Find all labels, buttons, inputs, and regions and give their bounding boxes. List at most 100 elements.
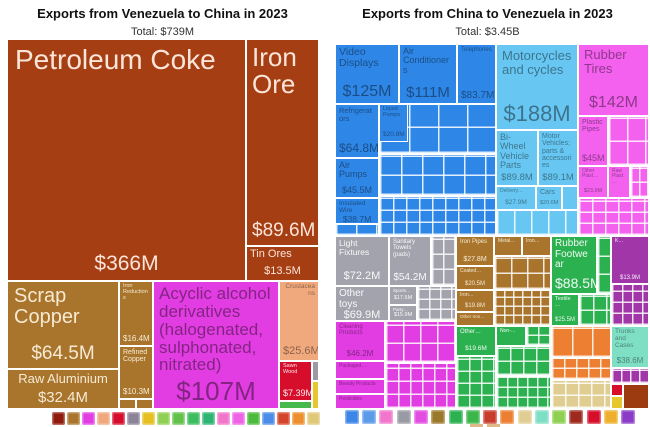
category-icon[interactable]	[569, 410, 583, 424]
cell-knitwear[interactable]: K… $13.9M	[612, 237, 648, 283]
cell-motor-vehicle-parts[interactable]: Motor Vehicles; parts & accessories $89.…	[539, 131, 577, 185]
category-icon[interactable]	[142, 412, 155, 425]
cell-light-fixtures[interactable]: Light Fixtures $72.2M	[336, 237, 388, 285]
category-icon[interactable]	[397, 410, 411, 424]
category-icon[interactable]	[112, 412, 125, 425]
cell-other-toys[interactable]: Other toys $69.9M	[336, 287, 388, 320]
category-icon[interactable]	[500, 410, 514, 424]
cell-video-displays[interactable]: Video Displays $125M	[336, 45, 398, 103]
treemap-filler-cell	[563, 187, 577, 209]
treemap-filler-cells	[497, 211, 577, 235]
cell-iron-reductions[interactable]: Iron Reductions $16.4M	[120, 282, 152, 345]
treemap-filler-cells	[612, 369, 648, 383]
category-icon[interactable]	[604, 410, 618, 424]
cell-air-conditioners[interactable]: Air Conditioners $111M	[400, 45, 456, 103]
cell-non-paper[interactable]: Non-…	[497, 327, 525, 345]
cell-textile-footwear[interactable]: Textile… $25.5M	[552, 295, 578, 325]
cell-cars[interactable]: Cars $20.6M	[537, 187, 561, 209]
cell-bi-wheel-vehicle-parts[interactable]: Bi-Wheel Vehicle Parts $89.8M	[497, 131, 537, 185]
cell-acyclic-alcohol-derivatives[interactable]: Acyclic alcohol derivatives (halogenated…	[154, 282, 278, 408]
category-icon[interactable]	[466, 410, 480, 424]
cell-delivery-trucks[interactable]: Delivery… $27.9M	[497, 187, 535, 209]
cell-refrigerators[interactable]: Refrigerators $64.8M	[336, 105, 378, 157]
treemap-filler-cell	[313, 362, 318, 380]
left-chart-total: Total: $739M	[131, 26, 194, 38]
category-icon[interactable]	[552, 410, 566, 424]
cell-cleaning-products[interactable]: Cleaning Products $46.2M	[336, 322, 384, 360]
treemap-filler-cell	[624, 385, 648, 408]
treemap-filler-cells	[386, 364, 455, 408]
cell-pesticides[interactable]: Pesticides	[336, 395, 384, 408]
category-icon[interactable]	[292, 412, 305, 425]
cell-sports[interactable]: Sports… $17.5M	[390, 287, 416, 304]
cell-plastic-pipes[interactable]: Plastic Pipes $45M	[579, 117, 607, 165]
category-icon[interactable]	[414, 410, 428, 424]
cell-rubber-footwear[interactable]: Rubber Footwear $88.5M	[552, 237, 596, 293]
category-icon[interactable]	[127, 412, 140, 425]
cell-trunks-and-cases[interactable]: Trunks and Cases $38.6M	[612, 327, 648, 367]
cell-motorcycles-and-cycles[interactable]: Motorcycles and cycles $188M	[497, 45, 577, 129]
cell-coated[interactable]: Coated… $20.5M	[457, 267, 493, 289]
category-icon[interactable]	[483, 410, 497, 424]
treemap-filler-cells	[418, 287, 455, 320]
category-icon[interactable]	[187, 412, 200, 425]
category-icon[interactable]	[97, 412, 110, 425]
cell-rubber-tires[interactable]: Rubber Tires $142M	[579, 45, 648, 115]
cell-petroleum-coke[interactable]: Petroleum Coke $366M	[8, 40, 245, 280]
cell-iron-small[interactable]: Iron… $19.8M	[457, 291, 493, 311]
category-icon[interactable]	[535, 410, 549, 424]
category-icon[interactable]	[307, 412, 320, 425]
category-icon[interactable]	[262, 412, 275, 425]
category-icon[interactable]	[277, 412, 290, 425]
cell-raw-plastic[interactable]: Raw Plast…	[609, 167, 629, 197]
category-icon[interactable]	[587, 410, 601, 424]
cell-party[interactable]: Party… $15.9M	[390, 306, 416, 320]
cell-other-paper[interactable]: Other… $19.6M	[457, 327, 495, 355]
category-icon[interactable]	[202, 412, 215, 425]
treemap-filler-cells	[497, 377, 550, 408]
cell-crustaceans[interactable]: Crustaceans $25.6M	[280, 282, 318, 360]
treemap-filler-cells	[336, 225, 378, 235]
category-icon[interactable]	[247, 412, 260, 425]
category-icon[interactable]	[52, 412, 65, 425]
category-icon[interactable]	[67, 412, 80, 425]
category-icon[interactable]	[232, 412, 245, 425]
category-icon[interactable]	[157, 412, 170, 425]
category-icon[interactable]	[379, 410, 393, 424]
category-icon[interactable]	[449, 410, 463, 424]
cell-iron-pipes[interactable]: Iron Pipes $27.8M	[457, 237, 493, 265]
cell-sanitary-towels[interactable]: Sanitary Towels (pads) $54.2M	[390, 237, 430, 285]
category-icon[interactable]	[431, 410, 445, 424]
cell-telephones[interactable]: Telephones $83.7M	[458, 45, 495, 103]
cell-other-plastic[interactable]: Other Plast… $23.9M	[579, 167, 607, 197]
cell-liquid-pumps[interactable]: Liquid Pumps $20.8M	[380, 105, 407, 141]
category-icon[interactable]	[621, 410, 635, 424]
category-icon[interactable]	[217, 412, 230, 425]
cell-scrap-copper[interactable]: Scrap Copper $64.5M	[8, 282, 118, 368]
cell-sawn-wood[interactable]: Sawn Wood $7.39M	[280, 362, 311, 400]
cell-air-pumps[interactable]: Air Pumps $45.5M	[336, 159, 378, 197]
treemap-filler-cell	[120, 400, 135, 408]
category-icon[interactable]	[362, 410, 376, 424]
category-icon[interactable]	[172, 412, 185, 425]
cell-refined-copper[interactable]: Refined Copper $10.3M	[120, 347, 152, 398]
pagination-tab[interactable]	[487, 424, 500, 427]
cell-metal-misc[interactable]: Metal…	[495, 237, 521, 255]
cell-tin-ores[interactable]: Tin Ores $13.5M	[247, 247, 318, 280]
pagination-tab[interactable]	[470, 424, 483, 427]
treemap-filler-cells	[380, 197, 495, 235]
cell-packaged[interactable]: Packaged…	[336, 362, 384, 378]
treemap-filler-cell	[280, 402, 311, 408]
treemap-filler-cells	[552, 381, 610, 408]
cell-other-iron[interactable]: Other Iron…	[457, 313, 493, 325]
cell-beauty-products[interactable]: Beauty Products	[336, 380, 384, 393]
category-icon[interactable]	[518, 410, 532, 424]
cell-raw-aluminium[interactable]: Raw Aluminium $32.4M	[8, 370, 118, 408]
treemap-filler-cells	[457, 357, 495, 408]
category-icon[interactable]	[345, 410, 359, 424]
category-icon[interactable]	[82, 412, 95, 425]
cell-iron-ore[interactable]: Iron Ore $89.6M	[247, 40, 318, 245]
cell-insulated-wire[interactable]: Insulated Wire $38.7M	[336, 199, 378, 223]
cell-iron-misc[interactable]: Iron…	[523, 237, 550, 255]
